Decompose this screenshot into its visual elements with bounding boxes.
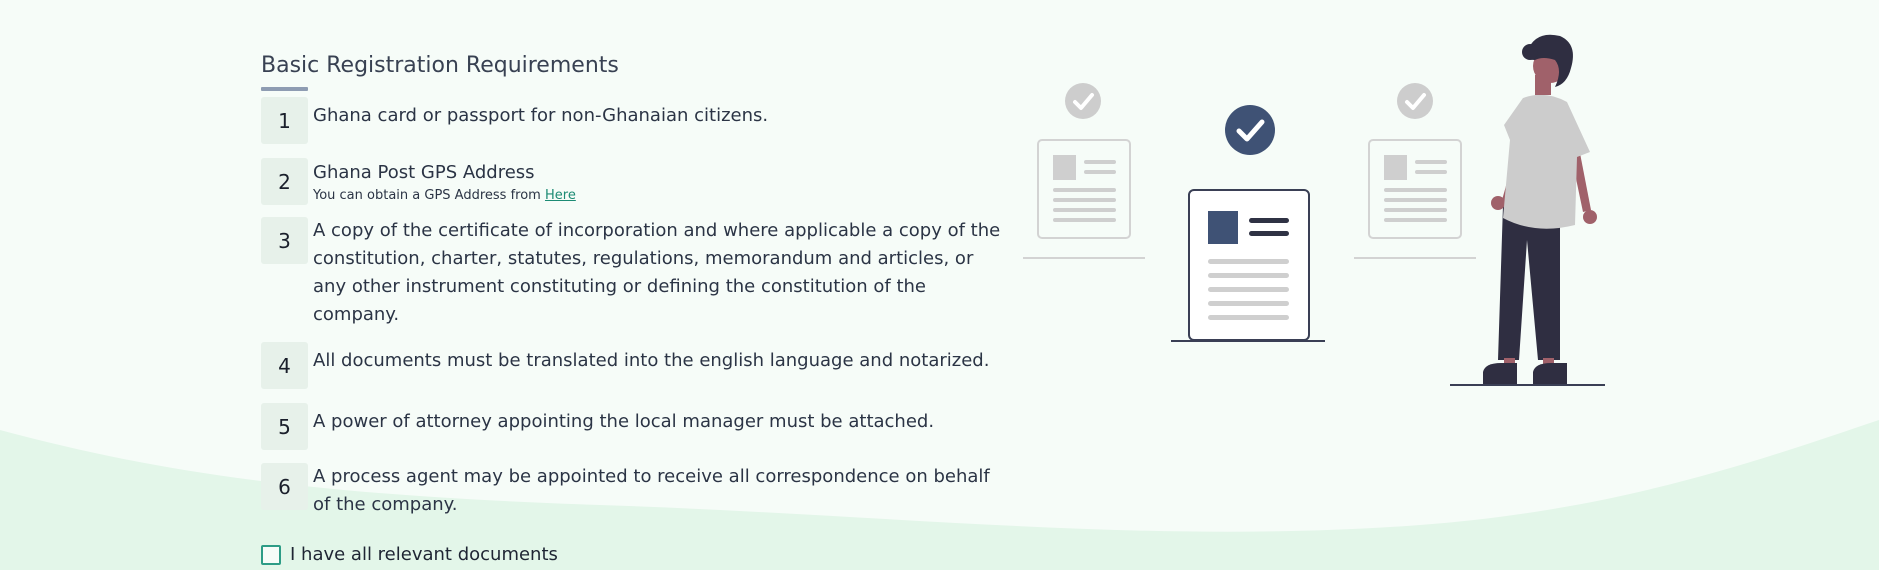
checkbox-label: I have all relevant documents <box>290 544 558 565</box>
documents-confirmation[interactable]: I have all relevant documents <box>261 544 1001 565</box>
title-underline <box>261 87 308 91</box>
note-text: You can obtain a GPS Address from <box>313 188 541 203</box>
requirement-number: 3 <box>261 217 308 264</box>
section-title: Basic Registration Requirements <box>261 50 1001 91</box>
check-circle-icon <box>1065 83 1101 119</box>
section-title-text: Basic Registration Requirements <box>261 53 619 78</box>
requirement-item-3: 3 A copy of the certificate of incorpora… <box>261 217 1001 329</box>
requirement-note: You can obtain a GPS Address from Here <box>313 188 576 204</box>
documents-illustration <box>1023 34 1605 386</box>
requirements-section: Basic Registration Requirements 1 Ghana … <box>261 50 1001 565</box>
person-figure <box>1450 34 1605 386</box>
requirement-text: Ghana Post GPS Address <box>313 162 535 183</box>
requirement-text: Ghana card or passport for non-Ghanaian … <box>313 105 769 126</box>
requirement-number: 2 <box>261 158 308 205</box>
check-circle-icon <box>1397 83 1433 119</box>
requirement-text: A power of attorney appointing the local… <box>313 411 935 432</box>
requirement-number: 5 <box>261 403 308 450</box>
document-icon <box>1354 139 1476 259</box>
requirement-text: A process agent may be appointed to rece… <box>313 466 990 515</box>
document-icon <box>1023 139 1145 259</box>
documents-checkbox[interactable] <box>261 544 281 565</box>
requirement-number: 6 <box>261 463 308 510</box>
requirement-text: All documents must be translated into th… <box>313 350 990 371</box>
requirement-number: 1 <box>261 97 308 144</box>
requirements-list: 1 Ghana card or passport for non-Ghanaia… <box>261 97 1001 519</box>
gps-address-link[interactable]: Here <box>544 188 576 203</box>
requirement-item-1: 1 Ghana card or passport for non-Ghanaia… <box>261 97 1001 144</box>
document-icon <box>1171 189 1325 342</box>
check-circle-icon <box>1225 105 1275 155</box>
requirement-item-2: 2 Ghana Post GPS Address You can obtain … <box>261 158 1001 205</box>
requirement-item-5: 5 A power of attorney appointing the loc… <box>261 403 1001 450</box>
requirement-text: A copy of the certificate of incorporati… <box>313 220 1001 325</box>
requirement-item-6: 6 A process agent may be appointed to re… <box>261 463 1001 519</box>
requirement-body: Ghana Post GPS Address You can obtain a … <box>313 158 576 204</box>
requirement-item-4: 4 All documents must be translated into … <box>261 342 1001 389</box>
requirement-number: 4 <box>261 342 308 389</box>
